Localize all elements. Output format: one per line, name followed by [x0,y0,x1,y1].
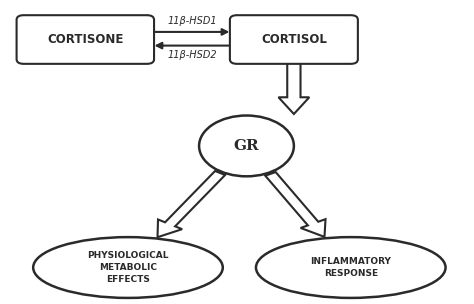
FancyBboxPatch shape [230,15,358,64]
Text: GR: GR [234,139,259,153]
Polygon shape [265,172,326,237]
Text: 11β-HSD2: 11β-HSD2 [167,50,217,60]
FancyBboxPatch shape [17,15,154,64]
Text: 11β-HSD1: 11β-HSD1 [167,16,217,26]
Ellipse shape [199,116,294,176]
Text: PHYSIOLOGICAL
METABOLIC
EFFECTS: PHYSIOLOGICAL METABOLIC EFFECTS [87,251,169,284]
Text: INFLAMMATORY
RESPONSE: INFLAMMATORY RESPONSE [310,257,391,278]
Text: CORTISONE: CORTISONE [47,33,124,46]
Polygon shape [279,61,309,114]
Polygon shape [157,171,225,237]
Ellipse shape [33,237,223,298]
Text: CORTISOL: CORTISOL [261,33,327,46]
Ellipse shape [256,237,446,298]
